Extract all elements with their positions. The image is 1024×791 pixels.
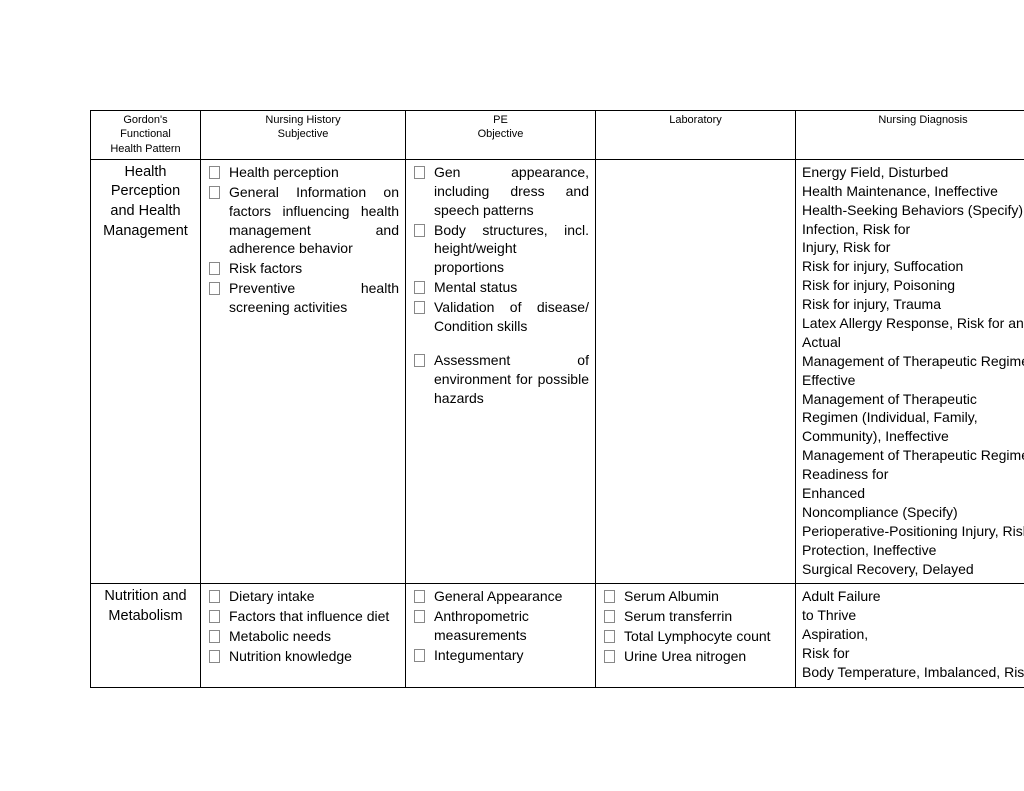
bullet-item: Mental status	[412, 278, 589, 297]
health-pattern-table: Gordon's Functional Health Pattern Nursi…	[90, 110, 1024, 688]
cell-pattern: Nutrition and Metabolism	[91, 584, 201, 687]
diagnosis-text: Energy Field, Disturbed Health Maintenan…	[802, 163, 1024, 579]
cell-objective-list: General AppearanceAnthropometric measure…	[412, 587, 589, 665]
cell-pattern: Health Perception and Health Management	[91, 159, 201, 584]
cell-diagnosis: Energy Field, Disturbed Health Maintenan…	[796, 159, 1024, 584]
col-header-laboratory: Laboratory	[596, 111, 796, 160]
bullet-item: Preventive health screening activities	[207, 279, 399, 317]
cell-laboratory: Serum AlbuminSerum transferrinTotal Lymp…	[596, 584, 796, 687]
bullet-item: Validation of disease/ Condition skills	[412, 298, 589, 336]
col-header-diagnosis: Nursing Diagnosis	[796, 111, 1024, 160]
table-header-row: Gordon's Functional Health Pattern Nursi…	[91, 111, 1024, 160]
cell-laboratory	[596, 159, 796, 584]
bullet-item: Nutrition knowledge	[207, 647, 399, 666]
col-header-pattern-l2: Functional	[120, 128, 171, 140]
bullet-item: Integumentary	[412, 646, 589, 665]
bullet-item: Total Lymphocyte count	[602, 627, 789, 646]
table-row: Nutrition and MetabolismDietary intakeFa…	[91, 584, 1024, 687]
bullet-item: Urine Urea nitrogen	[602, 647, 789, 666]
bullet-item: Assessment of environment for possible h…	[412, 351, 589, 408]
bullet-item: Anthropometric measurements	[412, 607, 589, 645]
cell-diagnosis: Adult Failure to Thrive Aspiration, Risk…	[796, 584, 1024, 687]
col-header-diagnosis-l1: Nursing Diagnosis	[878, 114, 967, 126]
table-row: Health Perception and Health ManagementH…	[91, 159, 1024, 584]
cell-subjective-list: Dietary intakeFactors that influence die…	[207, 587, 399, 666]
bullet-item: General Appearance	[412, 587, 589, 606]
col-header-pattern: Gordon's Functional Health Pattern	[91, 111, 201, 160]
bullet-item: Factors that influence diet	[207, 607, 399, 626]
bullet-item: Metabolic needs	[207, 627, 399, 646]
cell-laboratory-list: Serum AlbuminSerum transferrinTotal Lymp…	[602, 587, 789, 666]
col-header-objective-l1: PE	[493, 114, 508, 126]
col-header-objective: PE Objective	[406, 111, 596, 160]
cell-subjective: Health perceptionGeneral Information on …	[201, 159, 406, 584]
bullet-item: Gen appearance, including dress and spee…	[412, 163, 589, 220]
cell-objective: General AppearanceAnthropometric measure…	[406, 584, 596, 687]
bullet-item: Dietary intake	[207, 587, 399, 606]
col-header-laboratory-l1: Laboratory	[669, 114, 722, 126]
document-page: Gordon's Functional Health Pattern Nursi…	[0, 0, 1024, 791]
cell-subjective-list: Health perceptionGeneral Information on …	[207, 163, 399, 317]
bullet-spacer	[412, 337, 589, 351]
bullet-item: Risk factors	[207, 259, 399, 278]
bullet-item: General Information on factors influenci…	[207, 183, 399, 259]
col-header-pattern-l1: Gordon's	[123, 114, 167, 126]
col-header-subjective-l1: Nursing History	[265, 114, 340, 126]
bullet-item: Body structures, incl. height/weight pro…	[412, 221, 589, 278]
cell-objective-list: Gen appearance, including dress and spee…	[412, 163, 589, 408]
col-header-subjective-l2: Subjective	[278, 128, 329, 140]
cell-objective: Gen appearance, including dress and spee…	[406, 159, 596, 584]
col-header-subjective: Nursing History Subjective	[201, 111, 406, 160]
bullet-item: Serum Albumin	[602, 587, 789, 606]
bullet-item: Health perception	[207, 163, 399, 182]
diagnosis-text: Adult Failure to Thrive Aspiration, Risk…	[802, 587, 1024, 681]
table-body: Health Perception and Health ManagementH…	[91, 159, 1024, 687]
col-header-pattern-l3: Health Pattern	[110, 143, 180, 155]
bullet-item: Serum transferrin	[602, 607, 789, 626]
cell-subjective: Dietary intakeFactors that influence die…	[201, 584, 406, 687]
col-header-objective-l2: Objective	[478, 128, 524, 140]
